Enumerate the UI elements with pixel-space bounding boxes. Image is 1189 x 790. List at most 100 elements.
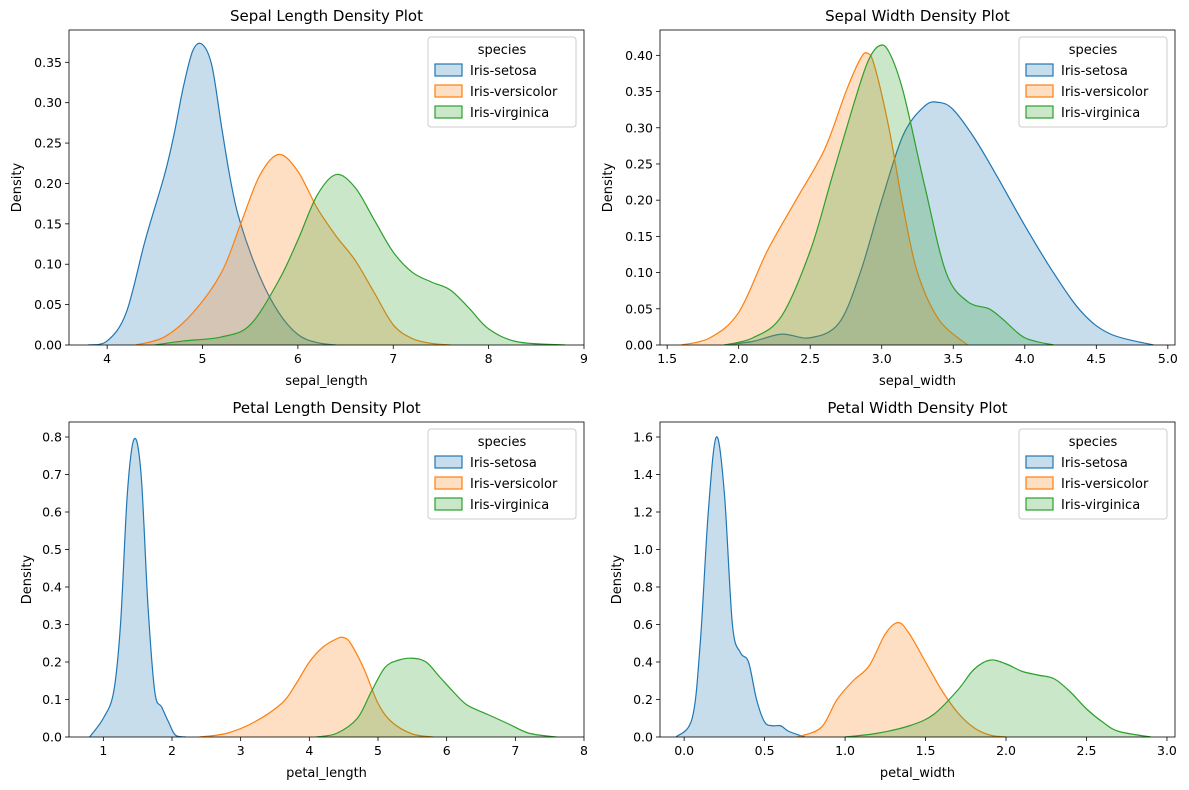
density-area-iris-virginica: [845, 659, 1151, 737]
density-line-iris-virginica: [154, 173, 565, 345]
y-tick-label: 0.40: [625, 48, 653, 63]
density-line-iris-virginica: [724, 44, 1054, 345]
x-tick-label: 0.5: [755, 743, 775, 758]
y-tick-label: 0.2: [42, 655, 62, 670]
x-tick-label: 5: [199, 351, 207, 366]
legend-entry: Iris-virginica: [470, 498, 549, 513]
density-area-iris-versicolor: [199, 637, 433, 737]
legend-swatch: [434, 476, 463, 490]
y-tick-label: 0.15: [625, 229, 653, 244]
x-tick-label: 1.5: [916, 743, 936, 758]
y-tick-label: 0.5: [42, 542, 62, 557]
x-tick-label: 4: [305, 743, 313, 758]
legend-entry: Iris-versicolor: [1061, 85, 1149, 100]
x-axis-label: sepal_width: [879, 374, 956, 389]
y-axis-label: Density: [601, 162, 616, 212]
y-tick-label: 0.6: [42, 505, 62, 520]
axes-frame: [68, 29, 585, 346]
legend-swatch: [1025, 455, 1054, 469]
y-tick-label: 0.20: [625, 193, 653, 208]
legend-swatch: [1025, 84, 1054, 98]
legend-entry: Iris-virginica: [1061, 498, 1140, 513]
y-tick-label: 0.25: [625, 156, 653, 171]
x-tick-label: 2.5: [1077, 743, 1097, 758]
legend-swatch: [434, 105, 463, 119]
legend-entry: Iris-setosa: [470, 64, 537, 79]
x-tick-label: 7: [389, 351, 397, 366]
x-axis-label: sepal_length: [285, 374, 368, 389]
x-tick-label: 3.0: [1157, 743, 1177, 758]
density-area-iris-setosa: [89, 438, 186, 737]
legend-title: species: [478, 435, 527, 450]
y-tick-label: 0.7: [42, 467, 62, 482]
x-tick-label: 6: [294, 351, 302, 366]
y-tick-label: 0.8: [42, 430, 62, 445]
y-tick-label: 0.05: [625, 301, 653, 316]
y-axis-label: Density: [10, 162, 25, 212]
density-line-iris-versicolor: [681, 52, 968, 345]
legend-title: species: [1069, 435, 1118, 450]
density-line-iris-virginica: [316, 657, 557, 737]
legend-entry: Iris-setosa: [1061, 456, 1128, 471]
density-line-iris-virginica: [845, 659, 1151, 737]
density-line-iris-setosa: [724, 101, 1154, 345]
density-area-iris-setosa: [724, 101, 1154, 345]
density-line-iris-setosa: [87, 42, 337, 345]
y-tick-label: 0.25: [34, 136, 62, 151]
legend-entry: Iris-setosa: [470, 456, 537, 471]
x-tick-label: 6: [443, 743, 451, 758]
x-tick-label: 1.0: [835, 743, 855, 758]
y-tick-label: 0.20: [34, 176, 62, 191]
x-tick-label: 3.5: [943, 351, 963, 366]
legend: species Iris-setosa Iris-versicolor Iris-vi…: [1018, 36, 1168, 128]
y-tick-label: 0.15: [34, 216, 62, 231]
axes-frame: [68, 421, 585, 738]
y-axis-label: Density: [20, 554, 35, 604]
legend: species Iris-setosa Iris-versicolor Iris-vi…: [427, 428, 577, 520]
axes-frame: [659, 29, 1176, 346]
x-tick-label: 3.0: [872, 351, 892, 366]
y-tick-label: 0.35: [34, 55, 62, 70]
y-tick-label: 0.2: [633, 692, 653, 707]
y-tick-label: 0.4: [42, 580, 62, 595]
axes-frame: [659, 421, 1176, 738]
chart-panel: 1 2 3 4 5 6 7 8 0.0 0.1 0.2 0.3 0.4 0.5 0.6 0.7 0.8 Petal…: [20, 399, 588, 781]
plot-area: [89, 437, 557, 737]
legend-swatch: [434, 497, 463, 511]
legend: species Iris-setosa Iris-versicolor Iris-vi…: [427, 36, 577, 128]
legend-entry: Iris-versicolor: [1061, 477, 1149, 492]
density-line-iris-versicolor: [135, 153, 451, 345]
density-line-iris-versicolor: [199, 636, 434, 737]
x-tick-label: 7: [511, 743, 519, 758]
chart-title: Petal Length Density Plot: [232, 399, 420, 417]
x-tick-label: 0.0: [674, 743, 694, 758]
legend-box: [1018, 428, 1168, 520]
legend-swatch: [1025, 497, 1054, 511]
chart-panel: 0.0 0.5 1.0 1.5 2.0 2.5 3.0 0.0 0.2 0.4 0.6 0.8 1.0 1…: [610, 399, 1177, 781]
y-tick-label: 0.35: [625, 84, 653, 99]
x-tick-label: 2.0: [996, 743, 1016, 758]
x-tick-label: 2: [168, 743, 176, 758]
legend-entry: Iris-versicolor: [470, 477, 558, 492]
legend-box: [427, 36, 577, 128]
x-tick-label: 2.5: [800, 351, 820, 366]
x-tick-label: 1: [99, 743, 107, 758]
x-tick-label: 4.5: [1086, 351, 1106, 366]
x-tick-label: 4: [103, 351, 111, 366]
x-tick-label: 2.0: [729, 351, 749, 366]
legend-swatch: [1025, 63, 1054, 77]
density-area-iris-setosa: [88, 43, 337, 345]
y-tick-label: 0.6: [633, 617, 653, 632]
density-area-iris-virginica: [316, 658, 557, 737]
density-line-iris-versicolor: [796, 622, 1007, 737]
density-line-iris-setosa: [89, 437, 186, 737]
y-tick-label: 0.10: [34, 257, 62, 272]
x-tick-label: 5: [374, 743, 382, 758]
legend-box: [427, 428, 577, 520]
chart-title: Sepal Width Density Plot: [825, 7, 1010, 25]
y-tick-label: 0.3: [42, 617, 62, 632]
x-tick-label: 5.0: [1158, 351, 1178, 366]
legend-entry: Iris-virginica: [470, 106, 549, 121]
legend-title: species: [478, 43, 527, 58]
